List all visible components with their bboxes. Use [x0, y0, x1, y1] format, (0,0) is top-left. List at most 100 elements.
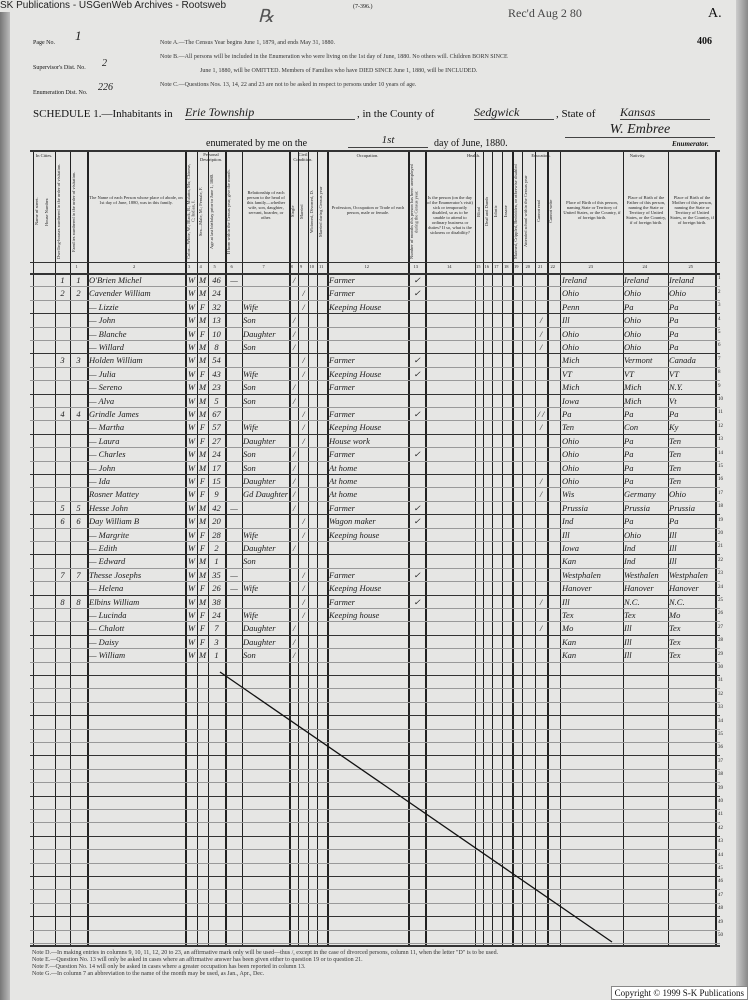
sex-cell: M: [198, 569, 207, 580]
person-name: Rosner Mattey: [89, 489, 139, 500]
married-mark: /: [302, 368, 305, 379]
person-name: — John: [89, 315, 116, 326]
birthplace-cell: Kan: [562, 650, 577, 661]
line-number: 34: [718, 718, 723, 724]
father-birthplace-cell: Pa: [624, 516, 634, 527]
column-number: 5: [213, 264, 216, 269]
mother-birthplace-cell: Tex: [669, 623, 681, 634]
unemployed-mark: ✓: [413, 449, 421, 460]
column-rule: [668, 150, 669, 945]
birthplace-cell: Ill: [562, 529, 570, 540]
sex-cell: F: [199, 623, 206, 634]
father-birthplace-cell: Vermont: [624, 355, 653, 366]
occupation-cell: House work: [329, 435, 370, 446]
enumerated-suffix: day of June, 1880.: [434, 138, 508, 149]
month-cell: —: [230, 569, 238, 580]
row-rule: [30, 634, 720, 636]
father-birthplace-cell: VT: [624, 368, 634, 379]
mother-birthplace-cell: Ten: [669, 462, 681, 473]
color-cell: W: [187, 382, 196, 393]
column-number: 9: [300, 264, 303, 269]
age-cell: 24: [212, 288, 221, 299]
bottom-notes: Note D.—In making entries in columns 9, …: [32, 950, 498, 978]
single-mark: /: [292, 395, 296, 406]
line-number: 15: [718, 464, 723, 469]
person-name: — Julia: [89, 368, 116, 379]
mother-birthplace-cell: Ohio: [669, 288, 686, 299]
sex-cell: M: [198, 502, 207, 513]
person-name: — Lucinda: [89, 610, 127, 620]
father-birthplace-cell: Pa: [624, 409, 634, 419]
person-name: — Alva: [89, 395, 115, 406]
person-name: — Sereno: [89, 382, 122, 393]
person-name: — Edith: [89, 543, 118, 553]
mother-birthplace-cell: Tex: [669, 650, 681, 661]
enumerator-label: Enumerator.: [672, 140, 709, 148]
birthplace-cell: Pa: [562, 409, 572, 419]
enumerator-signature: W. Embree: [565, 122, 715, 138]
father-birthplace-cell: Mich: [624, 382, 642, 393]
header-months-unemployed: Number of months this person has been un…: [410, 164, 419, 259]
line-number: 46: [718, 879, 723, 885]
birthplace-cell: Ohio: [562, 288, 579, 299]
family-number: 3: [76, 355, 81, 366]
sex-cell: F: [199, 328, 206, 339]
color-cell: W: [187, 355, 196, 366]
color-cell: W: [187, 422, 196, 433]
age-cell: 23: [212, 382, 221, 393]
occupation-cell: Keeping House: [329, 301, 382, 312]
line-number: 22: [718, 557, 723, 563]
dwelling-number: 8: [60, 596, 65, 607]
column-number: 19: [514, 264, 519, 269]
row-rule: [30, 353, 720, 355]
enumerated-label: enumerated by me on the: [206, 138, 308, 149]
header-widowed: Widowed, Divorced, D.: [310, 190, 314, 233]
column-rule: [560, 150, 561, 945]
column-rule: [317, 150, 318, 945]
row-rule: [30, 675, 720, 676]
age-cell: 13: [212, 315, 221, 326]
birthplace-cell: Kan: [562, 556, 577, 567]
sex-cell: M: [198, 596, 207, 607]
line-number: 45: [718, 866, 723, 871]
person-name: Thesse Josephs: [89, 569, 142, 580]
relationship-cell: Wife: [243, 529, 259, 540]
ink-scribble: ℞: [258, 6, 275, 26]
color-cell: W: [187, 636, 196, 647]
sex-cell: M: [198, 342, 207, 352]
header-single: Single: [291, 205, 295, 218]
mother-birthplace-cell: Hanover: [669, 583, 699, 594]
line-number: 3: [718, 303, 721, 309]
married-mark: /: [302, 355, 305, 366]
row-rule: [30, 876, 720, 877]
column-rule: [242, 150, 243, 945]
married-mark: /: [302, 596, 305, 607]
dwelling-number: 2: [60, 288, 65, 299]
supervisor-label: Supervisor's Dist. No.: [33, 65, 86, 71]
header-occupation: Occupation.: [356, 153, 379, 158]
age-cell: 5: [214, 395, 219, 406]
family-number: 4: [76, 409, 81, 419]
father-birthplace-cell: Ohio: [624, 529, 641, 540]
birthplace-cell: Penn: [562, 301, 580, 312]
sex-cell: M: [198, 395, 207, 406]
line-number: 32: [718, 691, 723, 697]
header-sick: Is the person (on the day of the Enumera…: [427, 195, 473, 235]
color-cell: W: [187, 529, 196, 540]
education-mark: /: [539, 328, 543, 339]
father-birthplace-cell: Pa: [624, 301, 634, 312]
relationship-cell: Son: [243, 556, 256, 567]
mother-birthplace-cell: Ill: [669, 556, 677, 567]
single-mark: /: [292, 543, 296, 553]
color-cell: W: [187, 301, 196, 312]
row-rule: [30, 902, 720, 904]
sex-cell: F: [199, 543, 206, 553]
row-rule: [30, 420, 720, 422]
header-personal: Personal Description.: [199, 152, 223, 162]
column-number: 1: [75, 264, 78, 269]
age-cell: 46: [212, 275, 221, 285]
column-number: 11: [319, 264, 324, 269]
header-father-birth: Place of Birth of the Father of this per…: [625, 195, 667, 225]
relationship-cell: Son: [243, 462, 256, 473]
birthplace-cell: Ten: [562, 422, 574, 433]
